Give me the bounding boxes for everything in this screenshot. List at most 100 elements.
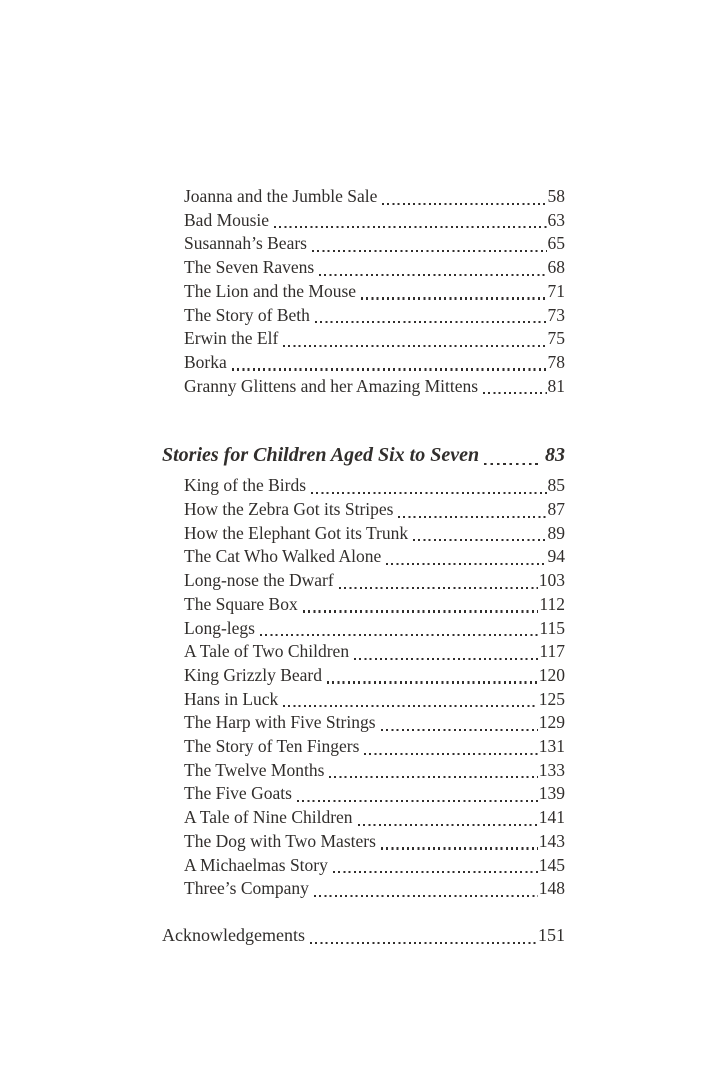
entry-page-number: 141 [538,807,565,828]
toc-entry[interactable]: How the Zebra Got its Stripes 87 [162,498,565,522]
entry-page-number: 103 [538,570,565,591]
entry-title: The Cat Who Walked Alone [184,546,382,567]
entry-page-number: 94 [547,546,566,567]
entry-title: The Dog with Two Masters [184,830,376,851]
entry-title: Borka [184,351,227,372]
dot-leader [311,491,547,495]
dot-leader [413,539,547,542]
entry-title: The Seven Ravens [184,257,315,278]
entry-title: Granny Glittens and her Amazing Mittens [184,375,479,396]
toc-entry[interactable]: King Grizzly Beard 120 [162,664,565,688]
dot-leader [329,776,538,779]
toc-entry[interactable]: Bad Mousie 63 [162,209,565,233]
entry-title: The Twelve Months [184,759,325,780]
dot-leader [259,634,539,637]
toc-entry[interactable]: How the Elephant Got its Trunk 89 [162,522,565,546]
toc-entry[interactable]: Susannah’s Bears 65 [162,232,565,256]
entry-title: Long-legs [184,617,255,638]
entry-title: The Harp with Five Strings [184,712,376,733]
entry-page-number: 71 [547,280,566,301]
toc-entry[interactable]: Erwin the Elf 75 [162,327,565,351]
toc-entry[interactable]: Granny Glittens and her Amazing Mittens … [162,375,565,399]
dot-leader [380,728,538,732]
dot-leader [354,657,539,660]
entry-page-number: 120 [538,664,565,685]
dot-leader [380,847,538,850]
entry-page-number: 85 [547,475,566,496]
dot-leader [483,392,547,395]
dot-leader [313,894,538,897]
dot-leader [296,799,538,803]
entry-page-number: 143 [538,830,565,851]
dot-leader [311,249,547,253]
toc-entry[interactable]: The Five Goats 139 [162,782,565,806]
entry-page-number: 75 [547,328,566,349]
dot-leader [332,871,538,874]
dot-leader [338,586,538,589]
toc-entry[interactable]: The Lion and the Mouse 71 [162,280,565,304]
toc-entry[interactable]: Hans in Luck 125 [162,688,565,712]
entry-title: A Michaelmas Story [184,854,328,875]
entry-title: Joanna and the Jumble Sale [184,186,378,206]
entry-page-number: 87 [547,499,566,520]
dot-leader [283,705,538,708]
toc-entry[interactable]: The Twelve Months 133 [162,759,565,783]
entry-title: The Story of Ten Fingers [184,736,360,757]
entry-page-number: 117 [539,641,565,662]
entry-page-number: 58 [547,186,566,206]
toc-entry[interactable]: A Tale of Nine Children 141 [162,806,565,830]
entry-title: Long-nose the Dwarf [184,570,334,591]
toc-entry[interactable]: Long-legs 115 [162,617,565,641]
entry-page-number: 65 [547,233,566,254]
entry-page-number: 63 [547,209,566,230]
toc-entry[interactable]: The Square Box 112 [162,593,565,617]
dot-leader [309,941,537,944]
toc-entry[interactable]: The Dog with Two Masters 143 [162,830,565,854]
entry-page-number: 133 [538,759,565,780]
entry-title: Three’s Company [184,878,309,899]
toc-acknowledgements[interactable]: Acknowledgements 151 [162,924,565,948]
acknowledgements-title: Acknowledgements [162,924,305,945]
toc-entry[interactable]: Long-nose the Dwarf 103 [162,569,565,593]
entry-title: The Lion and the Mouse [184,280,357,301]
toc-entry[interactable]: Borka 78 [162,351,565,375]
dot-leader [357,823,538,826]
dot-leader [484,462,538,466]
entry-title: Hans in Luck [184,688,279,709]
toc-entry[interactable]: King of the Birds 85 [162,474,565,498]
toc-entry[interactable]: A Tale of Two Children 117 [162,640,565,664]
entry-title: How the Elephant Got its Trunk [184,522,409,543]
section-title: Stories for Children Aged Six to Seven [162,444,480,467]
entry-page-number: 148 [538,878,565,899]
entry-title: Bad Mousie [184,209,270,230]
toc-entry[interactable]: The Cat Who Walked Alone 94 [162,545,565,569]
dot-leader [382,202,547,205]
entry-page-number: 129 [538,712,565,733]
toc-entry[interactable]: Joanna and the Jumble Sale 58 [162,185,565,209]
dot-leader [364,752,538,755]
dot-leader [386,562,547,566]
toc-entry[interactable]: The Seven Ravens 68 [162,256,565,280]
acknowledgements-page-number: 151 [538,924,565,945]
entry-title: The Square Box [184,593,298,614]
toc-entry[interactable]: The Story of Beth 73 [162,304,565,328]
toc-section-heading[interactable]: Stories for Children Aged Six to Seven 8… [162,442,565,469]
entry-title: How the Zebra Got its Stripes [184,499,394,520]
toc-entry[interactable]: The Harp with Five Strings 129 [162,711,565,735]
entry-page-number: 115 [539,617,565,638]
entry-page-number: 112 [539,593,565,614]
toc-entry[interactable]: The Story of Ten Fingers 131 [162,735,565,759]
dot-leader [283,344,547,347]
entry-page-number: 81 [547,375,566,396]
entry-page-number: 73 [547,304,566,325]
entry-title: Susannah’s Bears [184,233,307,254]
entry-page-number: 78 [547,351,566,372]
toc-entry[interactable]: Three’s Company 148 [162,877,565,901]
dot-leader [302,610,539,613]
entry-title: The Five Goats [184,783,292,804]
entry-title: King of the Birds [184,475,307,496]
entry-page-number: 125 [538,688,565,709]
table-of-contents: Joanna and the Jumble Sale 58 Bad Mousie… [162,185,565,948]
dot-leader [327,681,538,684]
toc-entry[interactable]: A Michaelmas Story 145 [162,854,565,878]
